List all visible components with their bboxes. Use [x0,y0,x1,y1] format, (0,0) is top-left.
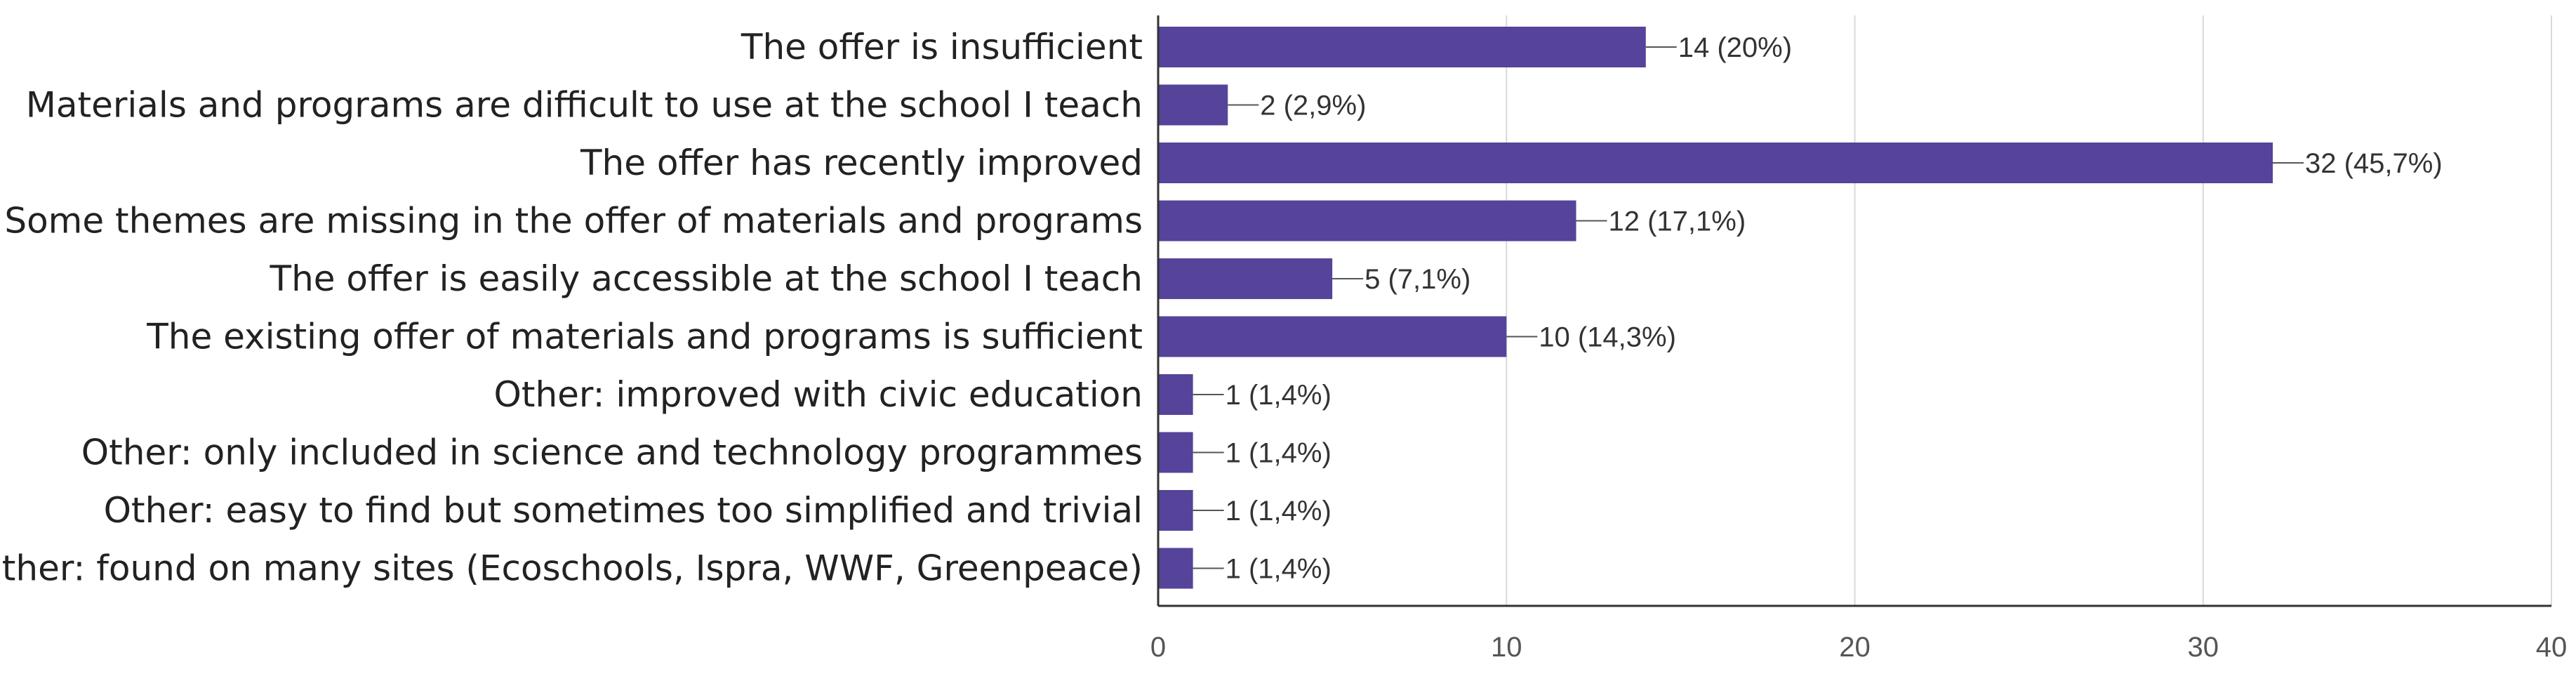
bar [1158,374,1193,415]
value-label: 1 (1,4%) [1226,554,1332,585]
value-label: 1 (1,4%) [1226,496,1332,527]
value-label: 14 (20%) [1678,32,1792,63]
category-label: Other: easy to find but sometimes too si… [104,490,1143,531]
category-label: Other: only included in science and tech… [81,432,1143,473]
x-tick-label: 40 [2536,632,2568,663]
x-tick-label: 30 [2188,632,2219,663]
category-label: The existing offer of materials and prog… [146,317,1143,357]
x-tick-label: 20 [1839,632,1871,663]
category-label: Other: improved with civic education [493,374,1143,415]
labels: 0 10 20 30 40 The offer is insufficient 14 (20… [0,27,2567,663]
bars [1158,27,2273,589]
value-label: 5 (7,1%) [1365,264,1470,295]
value-label: 2 (2,9%) [1260,91,1366,121]
category-label: The offer is insufficient [741,27,1143,67]
value-label: 10 (14,3%) [1539,322,1676,353]
category-label: Materials and programs are difficult to … [26,85,1143,126]
value-label: 32 (45,7%) [2305,148,2443,179]
bar [1158,316,1507,357]
x-tick-label: 0 [1150,632,1166,663]
x-tick-label: 10 [1491,632,1522,663]
value-label: 1 (1,4%) [1226,438,1332,469]
bar [1158,258,1333,299]
value-label: 1 (1,4%) [1226,380,1332,411]
category-label: Some themes are missing in the offer of … [4,201,1143,242]
bar [1158,548,1193,589]
category-label: Other: found on many sites (Ecoschools, … [0,548,1143,589]
category-label: The offer has recently improved [580,143,1143,183]
category-label: The offer is easily accessible at the sc… [270,258,1143,299]
value-label: 12 (17,1%) [1609,206,1746,237]
grid-lines [1506,15,2552,606]
bar [1158,490,1193,531]
bar [1158,27,1646,67]
bar [1158,143,2273,183]
bar [1158,84,1228,126]
bar [1158,432,1193,473]
axes [1157,15,2551,607]
bar [1158,200,1576,242]
